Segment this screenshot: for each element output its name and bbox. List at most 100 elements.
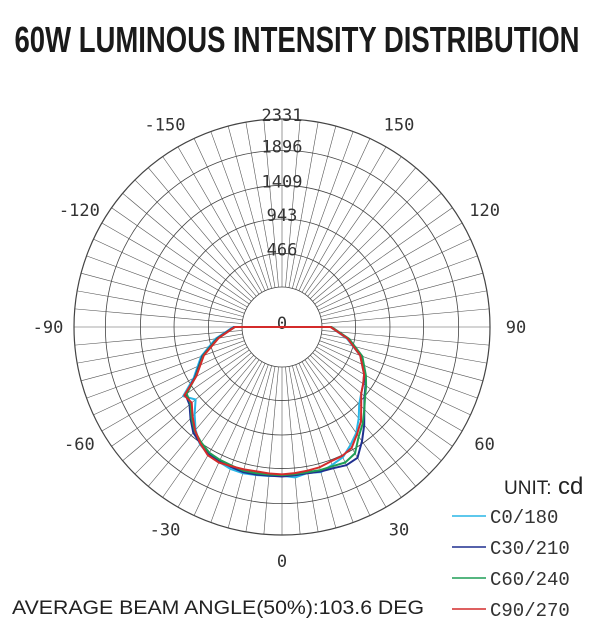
grid-spoke xyxy=(301,361,387,508)
grid-circle xyxy=(208,253,356,401)
grid-spoke xyxy=(314,349,453,447)
angle-tick-label: -90 xyxy=(33,318,64,338)
radial-tick-label: 466 xyxy=(267,240,298,260)
grid-spoke xyxy=(304,359,402,498)
grid-spoke xyxy=(101,346,248,432)
angle-tick-label: -120 xyxy=(59,201,100,221)
grid-spoke xyxy=(321,290,487,321)
grid-spoke xyxy=(245,122,276,288)
grid-spoke xyxy=(148,357,257,487)
grid-spoke xyxy=(122,193,252,302)
grid-spoke xyxy=(81,337,244,382)
grid-spoke xyxy=(285,119,301,288)
grid-spoke xyxy=(295,131,354,290)
grid-spoke xyxy=(316,346,463,432)
grid-circle xyxy=(104,149,460,505)
footer-text: AVERAGE BEAM ANGLE(50%):103.6 DEG xyxy=(12,598,424,619)
grid-spoke xyxy=(122,352,252,461)
grid-spoke xyxy=(210,131,269,290)
grid-spoke xyxy=(263,119,279,288)
grid-spoke xyxy=(162,359,260,498)
unit-label: UNIT: cd xyxy=(504,473,583,500)
angle-tick-label: 90 xyxy=(506,318,526,338)
grid-spoke xyxy=(74,308,243,324)
legend-label: C0/180 xyxy=(490,507,558,529)
grid-spoke xyxy=(288,366,319,532)
grid-spoke xyxy=(101,222,248,308)
angle-tick-label: 30 xyxy=(389,521,409,541)
grid-spoke xyxy=(227,365,272,528)
grid-spoke xyxy=(263,366,279,535)
grid-spoke xyxy=(318,343,471,416)
radial-tick-label: 0 xyxy=(277,314,287,334)
grid-spoke xyxy=(193,138,266,291)
chart-title: 60W LUMINOUS INTENSITY DISTRIBUTION xyxy=(15,19,580,60)
grid-spoke xyxy=(81,272,244,317)
grid-spoke xyxy=(292,126,337,289)
grid-spoke xyxy=(298,363,371,516)
grid-spoke xyxy=(295,364,354,523)
grid-spoke xyxy=(292,365,337,528)
radial-tick-label: 2331 xyxy=(262,106,303,126)
series-curves xyxy=(182,326,368,479)
grid-spoke xyxy=(310,179,430,299)
grid-spoke xyxy=(288,122,319,288)
grid-circle xyxy=(173,218,391,436)
angle-tick-label: -150 xyxy=(145,115,186,135)
grid-spoke xyxy=(177,361,263,508)
angle-tick-label: 150 xyxy=(384,115,415,135)
grid-spoke xyxy=(93,343,246,416)
grid-circle xyxy=(73,118,491,536)
grid-spoke xyxy=(285,366,301,535)
grid-spoke xyxy=(320,272,483,317)
unit-label-text: UNIT: xyxy=(504,478,552,499)
grid-spoke xyxy=(245,366,276,532)
legend-label: C60/240 xyxy=(490,569,570,591)
grid-spoke xyxy=(162,156,260,295)
angle-tick-label: -60 xyxy=(64,435,95,455)
grid-spoke xyxy=(193,363,266,516)
radial-tick-label: 943 xyxy=(267,206,298,226)
grid-spoke xyxy=(304,156,402,295)
grid-spoke xyxy=(320,337,483,382)
grid-spoke xyxy=(210,364,269,523)
unit-value-text: cd xyxy=(558,473,583,500)
grid-spoke xyxy=(86,340,245,399)
angle-tick-label: 60 xyxy=(474,435,494,455)
legend-label: C30/210 xyxy=(490,538,570,560)
grid-spoke xyxy=(312,352,442,461)
radial-tick-labels: 0 466 943 1409 1896 2331 xyxy=(262,106,303,334)
grid-spoke xyxy=(227,126,272,289)
grid-spoke xyxy=(318,238,471,311)
grid-spoke xyxy=(314,207,453,305)
grid-spoke xyxy=(148,167,257,297)
polar-grid xyxy=(73,118,491,536)
grid-spoke xyxy=(134,179,254,299)
legend: C0/180 C30/210 C60/240 C90/270 xyxy=(452,507,570,622)
grid-circle xyxy=(140,185,424,469)
grid-spoke xyxy=(74,330,243,346)
radial-tick-label: 1409 xyxy=(262,172,303,192)
legend-label: C90/270 xyxy=(490,600,570,622)
grid-spoke xyxy=(321,308,490,324)
grid-spoke xyxy=(77,290,243,321)
grid-spoke xyxy=(321,330,490,346)
grid-spoke xyxy=(307,167,416,297)
radial-tick-label: 1896 xyxy=(262,137,303,157)
grid-spoke xyxy=(298,138,371,291)
angle-tick-label: -30 xyxy=(150,521,181,541)
grid-spoke xyxy=(312,193,442,302)
angle-tick-label: 120 xyxy=(469,201,500,221)
series-line xyxy=(183,326,366,476)
angle-tick-label: 0 xyxy=(277,552,287,572)
grid-spoke xyxy=(319,340,478,399)
grid-spoke xyxy=(111,349,250,447)
grid-spoke xyxy=(177,146,263,293)
series-line xyxy=(185,326,368,477)
grid-spoke xyxy=(310,355,430,475)
grid-spoke xyxy=(86,255,245,314)
grid-spoke xyxy=(301,146,387,293)
grid-spoke xyxy=(319,255,478,314)
grid-spoke xyxy=(93,238,246,311)
